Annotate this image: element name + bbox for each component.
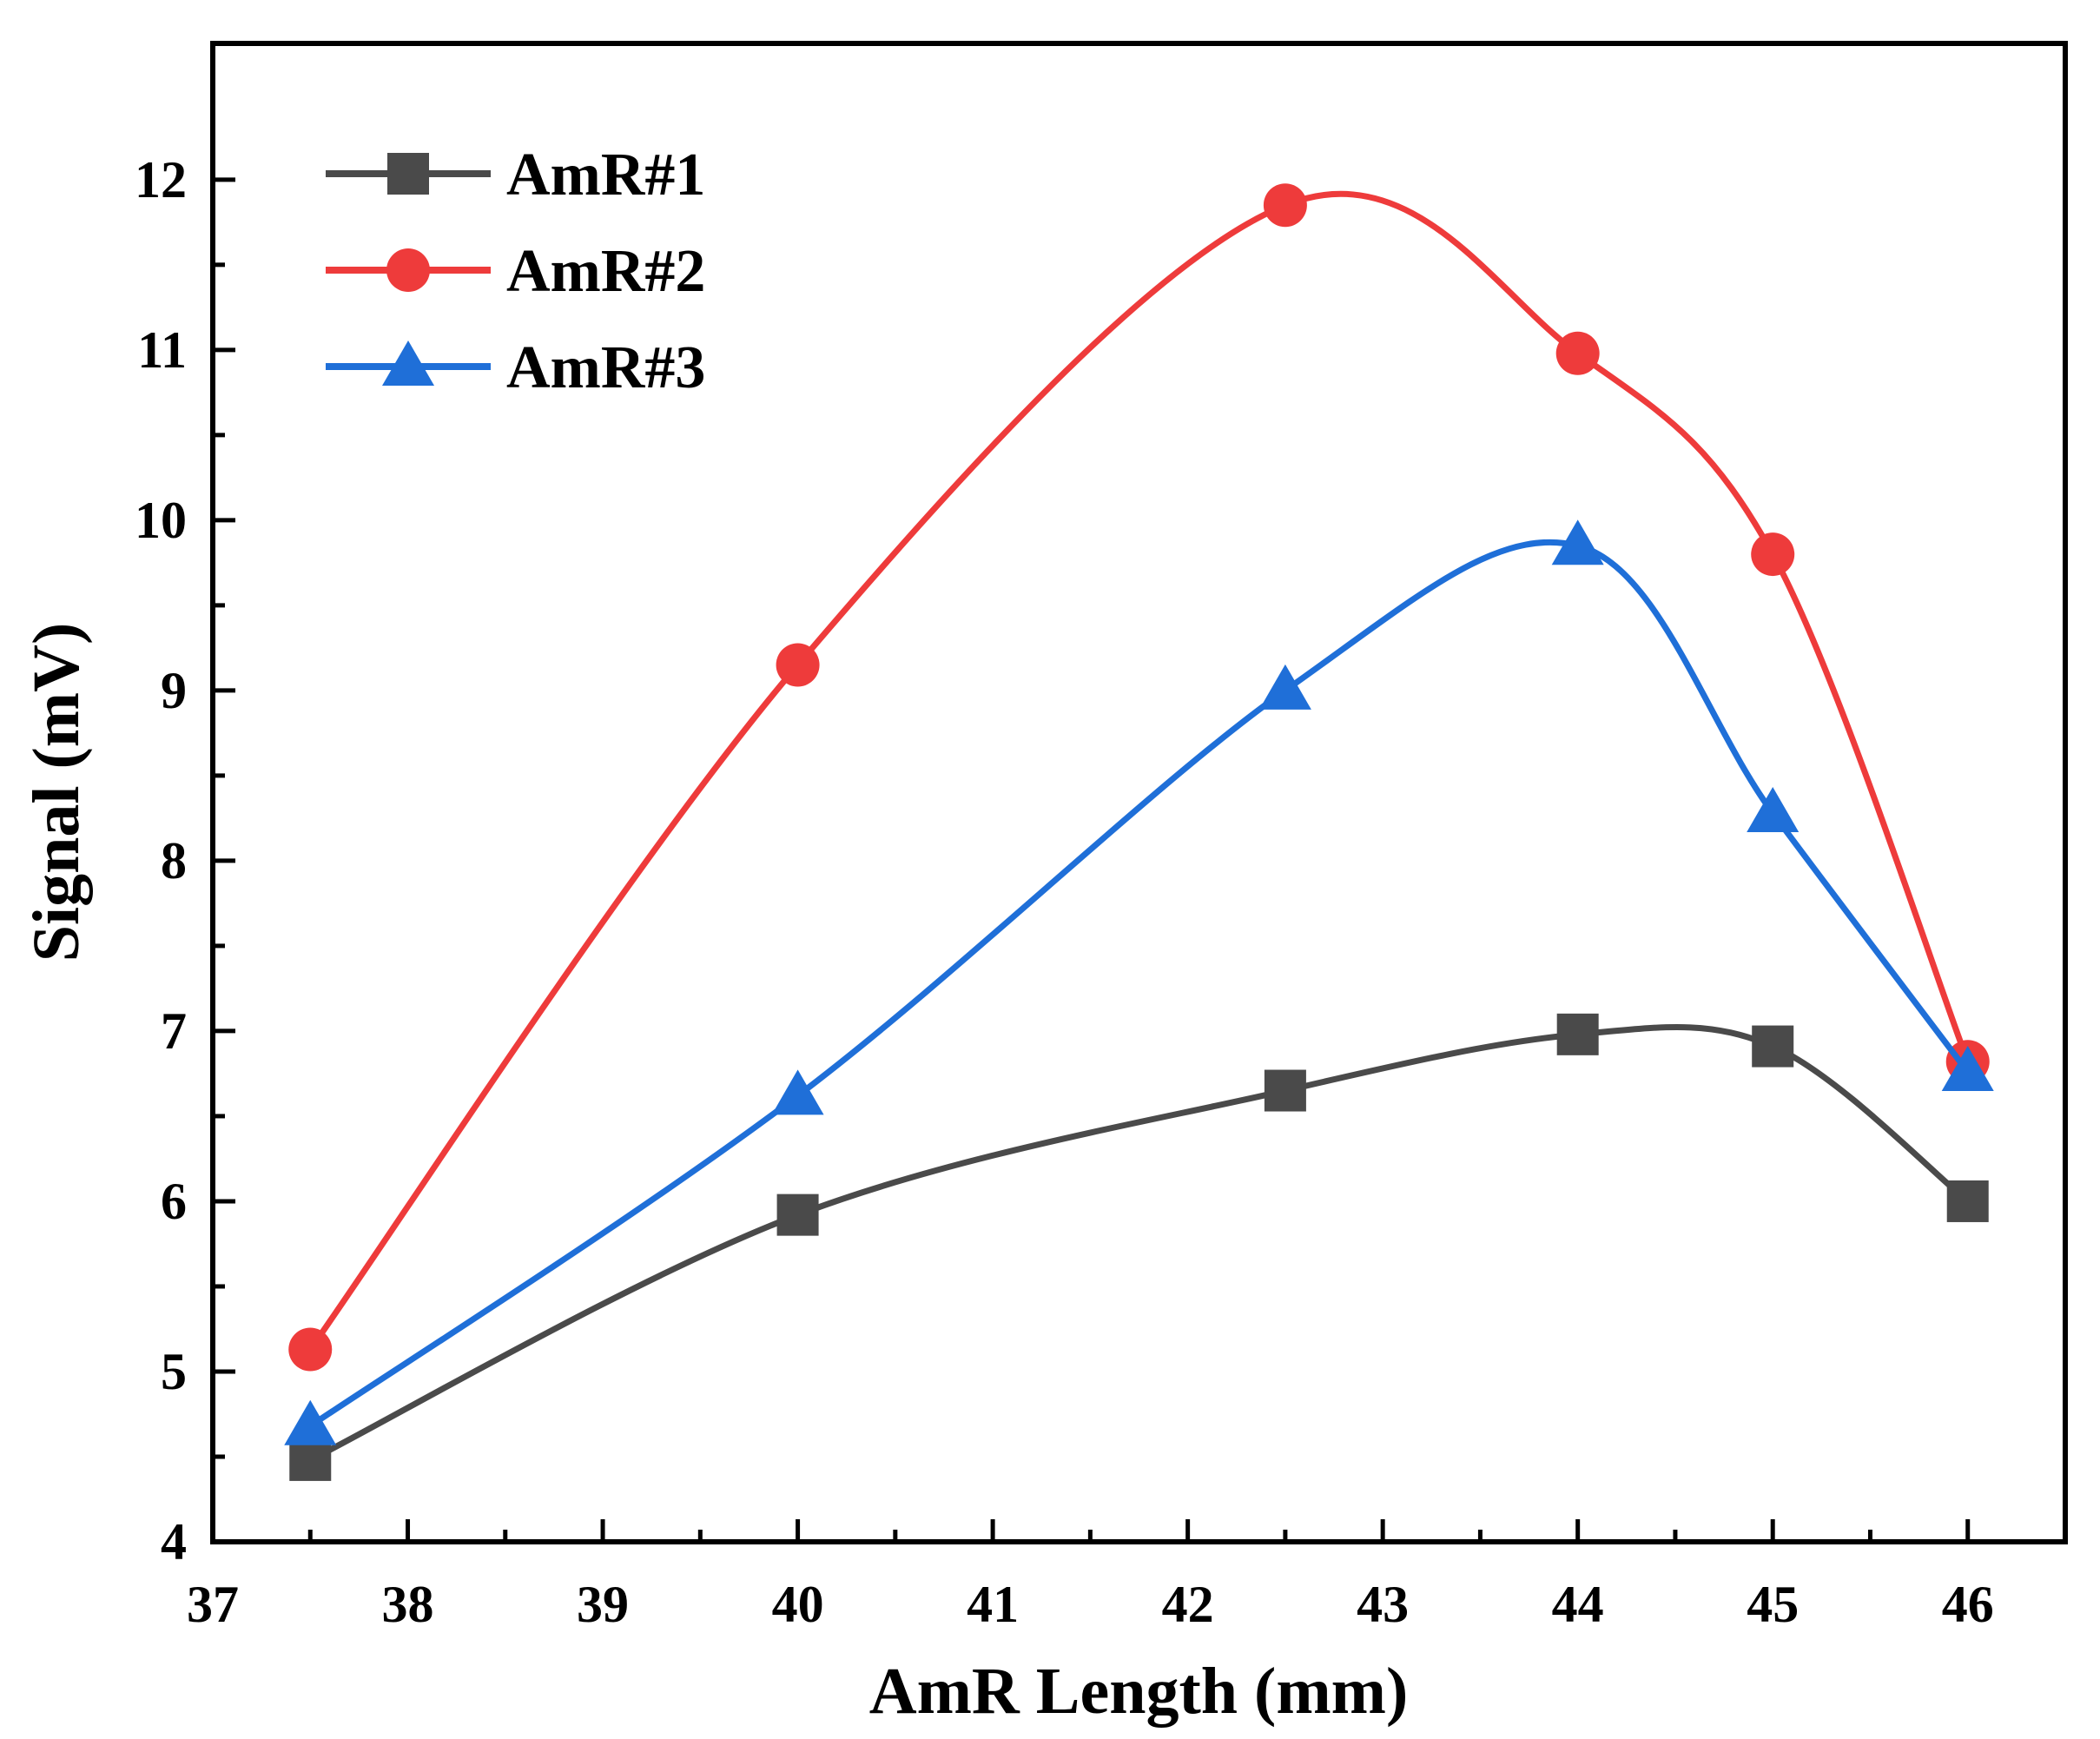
- legend-label-AmR#2: AmR#2: [506, 238, 705, 305]
- y-tick-label-12: 12: [135, 151, 187, 208]
- plot-frame: [210, 41, 2068, 1544]
- legend-label-AmR#3: AmR#3: [506, 334, 705, 401]
- x-tick-label-38: 38: [382, 1576, 434, 1633]
- legend-marker-AmR#2: [386, 248, 430, 292]
- data-point-AmR#1-40: [776, 1193, 819, 1236]
- legend-label-AmR#1: AmR#1: [506, 142, 705, 208]
- series-AmR#2: [288, 183, 1990, 1372]
- series-layer: [284, 183, 1994, 1481]
- y-tick-label-8: 8: [161, 832, 187, 889]
- y-tick-label-6: 6: [161, 1173, 187, 1230]
- x-tick-label-46: 46: [1942, 1576, 1994, 1633]
- legend-item-AmR#3: AmR#3: [326, 334, 705, 401]
- y-axis-title: Signal (mV): [20, 623, 93, 962]
- data-point-AmR#2-37.5: [288, 1327, 333, 1372]
- data-point-AmR#2-40: [776, 643, 820, 687]
- x-tick-label-37: 37: [187, 1576, 239, 1633]
- x-tick-label-42: 42: [1162, 1576, 1214, 1633]
- data-point-AmR#3-40: [771, 1069, 824, 1115]
- y-tick-label-7: 7: [161, 1002, 187, 1060]
- data-point-AmR#3-37.5: [284, 1399, 337, 1445]
- series-line-AmR#2: [307, 190, 1971, 1352]
- x-tick-label-45: 45: [1747, 1576, 1799, 1633]
- legend-item-AmR#1: AmR#1: [326, 142, 705, 208]
- data-point-AmR#1-42.5: [1264, 1069, 1306, 1112]
- x-tick-label-44: 44: [1552, 1576, 1604, 1633]
- x-tick-label-39: 39: [577, 1576, 629, 1633]
- series-AmR#1: [289, 1013, 1989, 1481]
- data-point-AmR#3-42.5: [1258, 664, 1311, 710]
- x-tick-label-40: 40: [772, 1576, 824, 1633]
- series-line-AmR#1: [308, 1024, 1970, 1464]
- y-tick-label-11: 11: [137, 321, 187, 379]
- x-tick-label-41: 41: [967, 1576, 1019, 1633]
- x-tick-label-43: 43: [1357, 1576, 1409, 1633]
- series-AmR#3: [284, 519, 1994, 1445]
- y-tick-label-10: 10: [135, 492, 187, 549]
- data-point-AmR#2-44: [1555, 331, 1600, 375]
- data-point-AmR#1-46: [1946, 1180, 1989, 1222]
- data-point-AmR#1-37.5: [289, 1438, 332, 1481]
- data-point-AmR#3-45: [1747, 787, 1800, 833]
- data-point-AmR#1-44: [1556, 1013, 1599, 1055]
- data-point-AmR#2-42.5: [1263, 183, 1307, 228]
- legend-item-AmR#2: AmR#2: [326, 238, 705, 305]
- y-tick-label-4: 4: [161, 1513, 187, 1570]
- data-point-AmR#3-46: [1941, 1045, 1994, 1091]
- legend-marker-AmR#1: [387, 153, 429, 195]
- x-axis-title: AmR Length (mm): [869, 1655, 1409, 1728]
- y-tick-label-9: 9: [161, 662, 187, 719]
- data-point-AmR#2-45: [1751, 532, 1795, 577]
- legend-marker-AmR#3: [382, 341, 434, 386]
- y-tick-label-5: 5: [161, 1343, 187, 1400]
- data-point-AmR#1-45: [1752, 1025, 1794, 1068]
- legend: AmR#1 AmR#2 AmR#3: [326, 142, 705, 401]
- data-point-AmR#3-44: [1551, 519, 1604, 565]
